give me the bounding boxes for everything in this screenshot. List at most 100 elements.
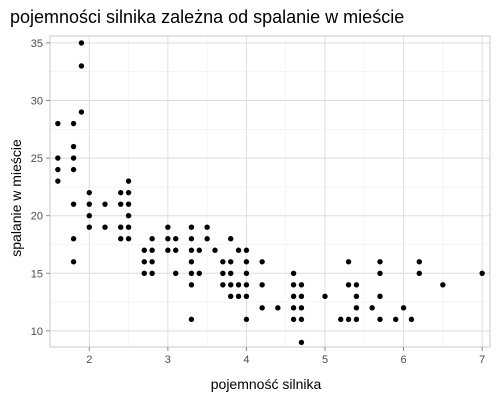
y-tick-label: 15 bbox=[31, 268, 43, 280]
data-point bbox=[125, 201, 132, 207]
plot-panel bbox=[49, 35, 491, 348]
data-point bbox=[55, 155, 61, 161]
data-point bbox=[188, 316, 195, 323]
data-points bbox=[55, 40, 485, 346]
x-tick-label: 3 bbox=[165, 354, 171, 366]
data-point bbox=[243, 316, 250, 323]
data-point bbox=[173, 236, 179, 242]
data-point bbox=[235, 293, 242, 300]
data-point bbox=[86, 189, 92, 196]
data-point bbox=[212, 247, 218, 253]
data-point bbox=[70, 120, 77, 127]
data-point bbox=[70, 143, 77, 150]
data-point bbox=[165, 236, 171, 242]
data-point bbox=[188, 270, 195, 276]
data-point bbox=[196, 270, 202, 276]
data-point bbox=[377, 316, 383, 323]
data-point bbox=[78, 109, 85, 115]
data-point bbox=[149, 259, 155, 265]
data-point bbox=[479, 270, 485, 276]
x-tick-label: 5 bbox=[322, 354, 328, 366]
y-tick-label: 25 bbox=[31, 153, 43, 165]
data-point bbox=[70, 155, 77, 161]
data-point bbox=[86, 212, 92, 219]
data-point bbox=[243, 247, 250, 253]
data-point bbox=[243, 293, 250, 300]
data-point bbox=[259, 305, 265, 311]
data-point bbox=[290, 305, 297, 311]
data-point bbox=[125, 178, 132, 184]
data-point bbox=[188, 236, 195, 242]
data-point bbox=[440, 282, 446, 288]
data-point bbox=[235, 282, 242, 288]
data-point bbox=[243, 282, 250, 288]
major-gridlines bbox=[50, 36, 490, 347]
data-point bbox=[408, 316, 415, 323]
data-point bbox=[235, 247, 242, 253]
data-point bbox=[259, 282, 265, 288]
data-point bbox=[345, 316, 352, 323]
data-point bbox=[353, 305, 360, 311]
y-tick-label: 35 bbox=[31, 38, 43, 50]
data-point bbox=[220, 259, 226, 265]
data-point bbox=[55, 178, 61, 184]
chart-title: pojemności silnika zależna od spalanie w… bbox=[10, 7, 404, 27]
data-point bbox=[55, 120, 61, 127]
data-point bbox=[290, 293, 297, 300]
minor-gridlines bbox=[50, 36, 490, 347]
data-point bbox=[149, 236, 155, 242]
x-tick-label: 7 bbox=[479, 354, 485, 366]
data-point bbox=[290, 316, 297, 323]
data-point bbox=[204, 236, 210, 242]
data-point bbox=[149, 270, 155, 276]
data-point bbox=[393, 316, 399, 323]
data-point bbox=[141, 247, 147, 253]
data-point bbox=[353, 293, 360, 300]
data-point bbox=[173, 270, 179, 276]
data-point bbox=[188, 282, 195, 288]
data-point bbox=[125, 224, 132, 230]
data-point bbox=[165, 224, 171, 230]
data-point bbox=[188, 247, 195, 253]
data-point bbox=[165, 247, 171, 253]
data-point bbox=[369, 305, 375, 311]
data-point bbox=[118, 236, 124, 242]
data-point bbox=[228, 259, 234, 265]
data-point bbox=[188, 224, 195, 230]
data-point bbox=[353, 282, 360, 288]
data-point bbox=[141, 259, 147, 265]
data-point bbox=[86, 201, 92, 207]
data-point bbox=[149, 247, 155, 253]
y-axis-title: spalanie w mieście bbox=[8, 139, 24, 257]
data-point bbox=[196, 247, 202, 253]
data-point bbox=[322, 293, 328, 300]
data-point bbox=[125, 212, 132, 219]
data-point bbox=[228, 236, 234, 242]
data-point bbox=[70, 259, 77, 265]
y-tick-label: 20 bbox=[31, 211, 43, 223]
data-point bbox=[70, 201, 77, 207]
data-point bbox=[220, 282, 226, 288]
data-point bbox=[86, 224, 92, 230]
data-point bbox=[78, 63, 85, 69]
data-point bbox=[345, 282, 352, 288]
data-point bbox=[118, 201, 124, 207]
data-point bbox=[228, 282, 234, 288]
x-axis-ticks: 2 3 4 5 6 7 bbox=[86, 347, 485, 366]
data-point bbox=[243, 259, 250, 265]
data-point bbox=[298, 282, 305, 288]
data-point bbox=[228, 293, 234, 300]
data-point bbox=[243, 270, 250, 276]
data-point bbox=[204, 224, 210, 230]
data-point bbox=[125, 236, 132, 242]
y-tick-label: 30 bbox=[31, 96, 43, 108]
data-point bbox=[259, 259, 265, 265]
data-point bbox=[377, 293, 383, 300]
data-point bbox=[298, 293, 305, 300]
data-point bbox=[353, 316, 360, 323]
data-point bbox=[141, 270, 147, 276]
y-axis-ticks: 10 15 20 25 30 35 bbox=[31, 38, 50, 338]
x-tick-label: 6 bbox=[401, 354, 407, 366]
data-point bbox=[70, 236, 77, 242]
